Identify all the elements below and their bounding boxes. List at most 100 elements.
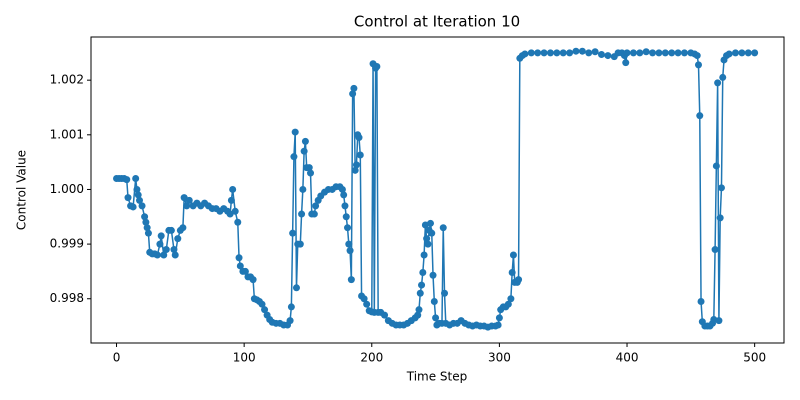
data-point <box>355 134 363 142</box>
data-point <box>430 297 438 305</box>
data-point <box>534 49 542 57</box>
data-point <box>725 50 733 58</box>
data-point <box>426 219 434 227</box>
data-point <box>300 147 308 155</box>
data-point <box>183 202 191 210</box>
data-point <box>432 314 440 322</box>
data-point <box>715 317 723 325</box>
data-point <box>572 47 580 55</box>
data-point <box>135 196 143 204</box>
data-point <box>738 49 746 57</box>
data-point <box>668 49 676 57</box>
data-point <box>153 251 161 259</box>
data-point <box>286 317 294 325</box>
data-point <box>305 164 313 172</box>
data-point <box>261 306 269 314</box>
data-point <box>133 185 141 193</box>
x-tick-label: 200 <box>360 351 383 365</box>
plot-frame <box>90 36 785 344</box>
data-point <box>290 153 298 161</box>
data-point <box>591 48 599 56</box>
data-point <box>307 169 315 177</box>
data-point <box>351 166 359 174</box>
y-axis-label: Control Value <box>15 150 29 230</box>
data-point <box>441 289 449 297</box>
data-point <box>429 271 437 279</box>
data-point <box>716 214 724 222</box>
data-point <box>693 52 701 60</box>
data-point <box>696 112 704 120</box>
data-point <box>363 300 371 308</box>
chart-title: Control at Iteration 10 <box>354 13 520 31</box>
data-point <box>142 218 150 226</box>
data-point <box>289 229 297 237</box>
data-point <box>719 73 727 81</box>
data-point <box>507 295 515 303</box>
data-point <box>360 295 368 303</box>
data-point <box>751 49 759 57</box>
data-point <box>420 251 428 259</box>
data-point <box>428 229 436 237</box>
data-point <box>157 232 165 240</box>
data-point <box>416 289 424 297</box>
data-point <box>143 224 151 232</box>
data-point <box>167 226 175 234</box>
data-point <box>373 63 381 71</box>
data-point <box>236 262 244 270</box>
data-point <box>124 194 132 202</box>
data-point <box>636 49 644 57</box>
data-point <box>578 47 586 55</box>
x-tick-label: 500 <box>743 351 766 365</box>
data-point <box>495 314 503 322</box>
data-point <box>338 185 346 193</box>
data-point <box>138 202 146 210</box>
data-point <box>258 300 266 308</box>
data-point <box>241 267 249 275</box>
data-point <box>171 251 179 259</box>
data-point <box>622 59 630 67</box>
data-point <box>509 251 517 259</box>
data-point <box>521 50 529 58</box>
data-point <box>345 240 353 248</box>
data-point <box>623 49 631 57</box>
x-tick-label: 100 <box>233 351 256 365</box>
data-point <box>341 202 349 210</box>
data-point <box>527 49 535 57</box>
data-point <box>185 196 193 204</box>
data-point <box>352 161 360 169</box>
x-tick-label: 300 <box>488 351 511 365</box>
data-point <box>515 276 523 284</box>
data-point <box>231 207 239 215</box>
data-point <box>356 151 364 159</box>
y-tick-label: 1.001 <box>50 127 84 141</box>
data-point <box>347 276 355 284</box>
data-point <box>179 224 187 232</box>
data-point <box>694 61 702 69</box>
data-point <box>287 303 295 311</box>
data-point <box>292 284 300 292</box>
data-point <box>732 49 740 57</box>
data-point <box>132 175 140 183</box>
data-point <box>559 49 567 57</box>
data-point <box>585 49 593 57</box>
data-point <box>414 311 422 319</box>
data-point <box>249 276 257 284</box>
data-point <box>141 213 149 221</box>
data-point <box>170 246 178 254</box>
data-point <box>342 213 350 221</box>
data-point <box>144 229 152 237</box>
data-point <box>235 254 243 262</box>
data-point <box>234 218 242 226</box>
data-point <box>504 300 512 308</box>
data-point <box>697 297 705 305</box>
data-point <box>744 49 752 57</box>
data-point <box>349 90 357 98</box>
x-tick-label: 0 <box>113 351 121 365</box>
data-point <box>546 49 554 57</box>
data-point <box>229 185 237 193</box>
data-point <box>714 79 722 87</box>
data-point <box>680 49 688 57</box>
data-point <box>508 269 516 277</box>
